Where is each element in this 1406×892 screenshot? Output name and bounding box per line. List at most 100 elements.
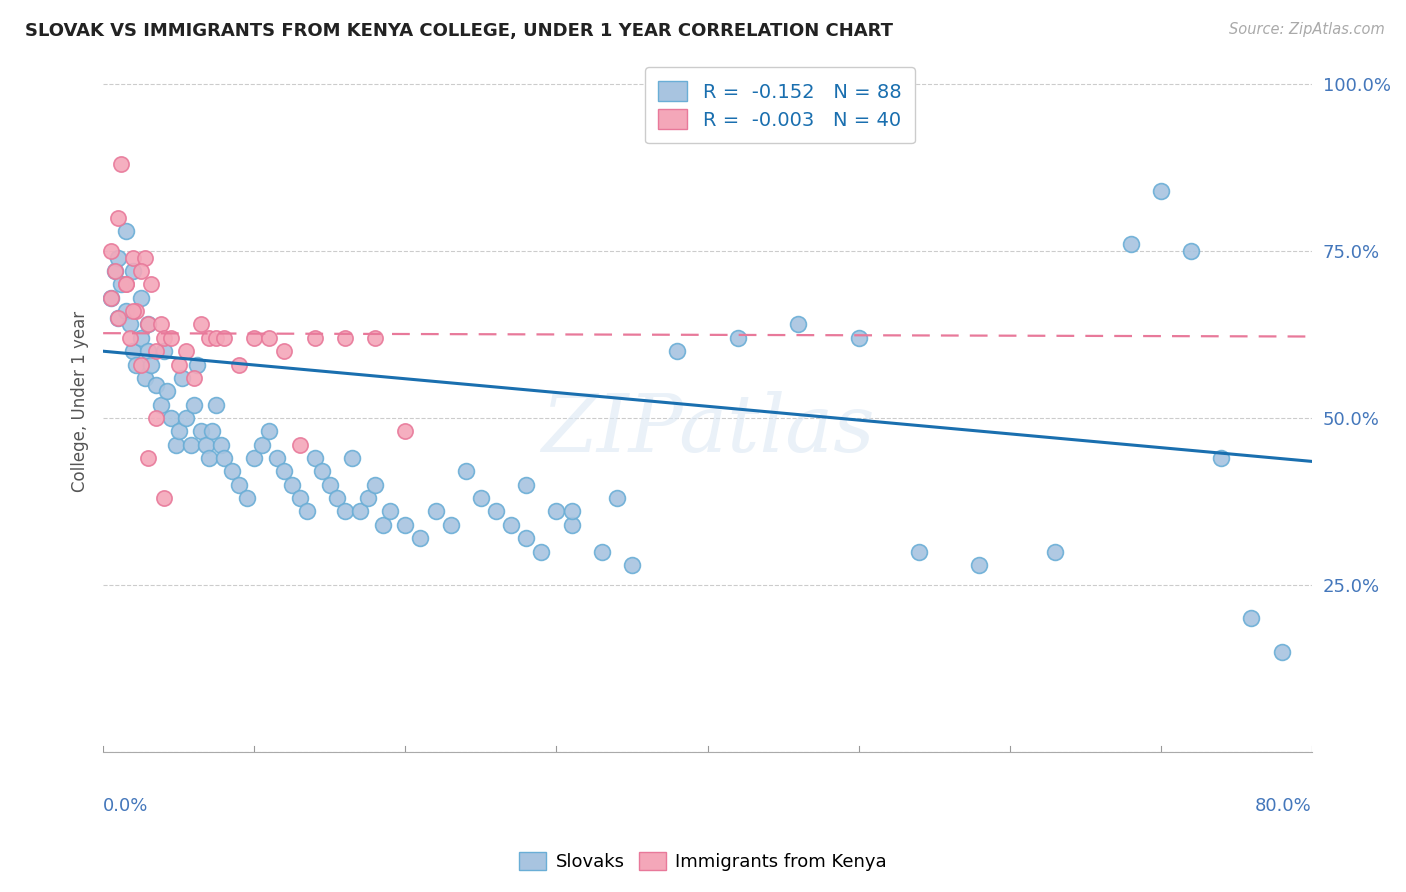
Point xyxy=(183,371,205,385)
Point xyxy=(371,517,394,532)
Point xyxy=(273,344,295,359)
Point xyxy=(326,491,349,505)
Point xyxy=(145,411,167,425)
Point xyxy=(394,517,416,532)
Point xyxy=(138,318,160,332)
Point xyxy=(515,531,537,545)
Point xyxy=(107,310,129,325)
Point xyxy=(380,504,402,518)
Point xyxy=(125,358,148,372)
Point xyxy=(167,358,190,372)
Point xyxy=(1150,184,1173,198)
Point xyxy=(560,504,582,518)
Point xyxy=(243,451,266,466)
Point xyxy=(591,544,613,558)
Point xyxy=(908,544,931,558)
Text: ZIPatlas: ZIPatlas xyxy=(541,391,875,468)
Point xyxy=(107,310,129,325)
Point xyxy=(1180,244,1202,258)
Point xyxy=(259,425,281,439)
Point xyxy=(186,358,208,372)
Point xyxy=(364,331,387,345)
Point xyxy=(205,331,228,345)
Point xyxy=(212,451,235,466)
Point xyxy=(160,331,183,345)
Text: Source: ZipAtlas.com: Source: ZipAtlas.com xyxy=(1229,22,1385,37)
Point xyxy=(288,491,311,505)
Point xyxy=(201,425,224,439)
Point xyxy=(194,438,217,452)
Point xyxy=(149,318,172,332)
Point xyxy=(606,491,628,505)
Point xyxy=(120,318,142,332)
Legend: Slovaks, Immigrants from Kenya: Slovaks, Immigrants from Kenya xyxy=(512,845,894,879)
Point xyxy=(288,438,311,452)
Point xyxy=(125,304,148,318)
Point xyxy=(1043,544,1066,558)
Point xyxy=(364,477,387,491)
Legend: R =  -0.152   N = 88, R =  -0.003   N = 40: R = -0.152 N = 88, R = -0.003 N = 40 xyxy=(645,68,915,144)
Point xyxy=(167,425,190,439)
Point xyxy=(228,477,250,491)
Point xyxy=(1271,645,1294,659)
Point xyxy=(295,504,318,518)
Point xyxy=(1211,451,1233,466)
Point xyxy=(1240,611,1263,625)
Point xyxy=(349,504,371,518)
Point xyxy=(129,358,152,372)
Point xyxy=(501,517,523,532)
Point xyxy=(174,411,197,425)
Text: SLOVAK VS IMMIGRANTS FROM KENYA COLLEGE, UNDER 1 YEAR CORRELATION CHART: SLOVAK VS IMMIGRANTS FROM KENYA COLLEGE,… xyxy=(25,22,893,40)
Point xyxy=(152,344,174,359)
Point xyxy=(190,318,212,332)
Point xyxy=(530,544,553,558)
Point xyxy=(560,517,582,532)
Point xyxy=(107,211,129,225)
Point xyxy=(100,244,122,258)
Point xyxy=(170,371,193,385)
Point xyxy=(110,277,132,292)
Point xyxy=(138,318,160,332)
Point xyxy=(145,344,167,359)
Point xyxy=(165,438,187,452)
Point xyxy=(190,425,212,439)
Point xyxy=(122,264,145,278)
Point xyxy=(243,331,266,345)
Point xyxy=(180,438,202,452)
Text: 80.0%: 80.0% xyxy=(1256,797,1312,815)
Point xyxy=(235,491,257,505)
Point xyxy=(145,377,167,392)
Point xyxy=(620,558,643,572)
Point xyxy=(104,264,127,278)
Point xyxy=(228,358,250,372)
Text: 0.0%: 0.0% xyxy=(103,797,149,815)
Point xyxy=(273,464,295,478)
Point xyxy=(319,477,342,491)
Point xyxy=(546,504,568,518)
Point xyxy=(104,264,127,278)
Point xyxy=(114,277,136,292)
Point xyxy=(114,277,136,292)
Point xyxy=(114,224,136,238)
Point xyxy=(485,504,508,518)
Point xyxy=(666,344,689,359)
Point xyxy=(198,451,221,466)
Point xyxy=(122,251,145,265)
Point xyxy=(470,491,492,505)
Point xyxy=(727,331,749,345)
Point xyxy=(454,464,477,478)
Point xyxy=(114,304,136,318)
Point xyxy=(409,531,432,545)
Point xyxy=(259,331,281,345)
Point xyxy=(205,398,228,412)
Point xyxy=(141,358,163,372)
Point xyxy=(183,398,205,412)
Point xyxy=(304,331,326,345)
Point xyxy=(304,451,326,466)
Point xyxy=(342,451,364,466)
Point xyxy=(440,517,463,532)
Point xyxy=(425,504,447,518)
Point xyxy=(394,425,416,439)
Point xyxy=(356,491,378,505)
Point xyxy=(129,264,152,278)
